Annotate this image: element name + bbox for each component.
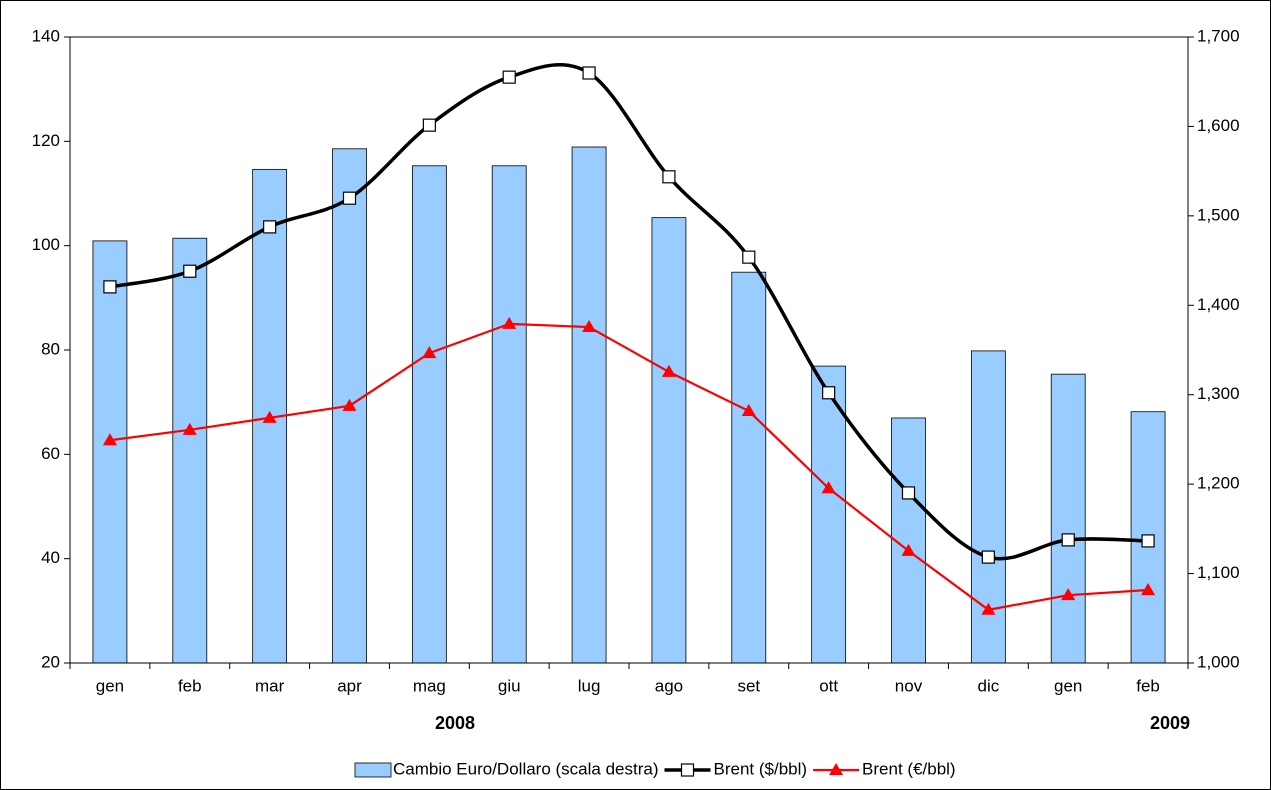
year-label: 2008 <box>435 713 475 733</box>
point <box>342 191 357 205</box>
y-tick-label: 80 <box>41 339 60 358</box>
point <box>822 386 836 400</box>
year-label: 2009 <box>1150 713 1190 733</box>
point <box>821 481 836 494</box>
point <box>662 170 676 184</box>
point <box>262 410 277 423</box>
legend-label: Brent ($/bbl) <box>714 759 808 778</box>
legend-label: Brent (€/bbl) <box>862 759 956 778</box>
legend-label: Cambio Euro/Dollaro (scala destra) <box>393 759 659 778</box>
x-tick-label: mag <box>413 676 446 695</box>
y2-tick-label: 1,700 <box>1197 26 1240 45</box>
bar <box>571 146 607 664</box>
point <box>342 398 357 411</box>
point <box>1141 534 1155 548</box>
y2-tick-label: 1,600 <box>1197 116 1240 135</box>
point <box>981 602 996 615</box>
x-tick-label: apr <box>337 676 362 695</box>
point <box>183 264 197 278</box>
x-tick-label: ott <box>819 676 838 695</box>
point <box>422 346 437 359</box>
x-tick-label: feb <box>178 676 202 695</box>
point <box>661 364 676 377</box>
point <box>422 118 436 132</box>
bar <box>1050 373 1086 664</box>
y-tick-label: 100 <box>32 235 60 254</box>
y2-tick-label: 1,500 <box>1197 205 1240 224</box>
bar <box>891 417 926 664</box>
x-tick-label: giu <box>498 676 521 695</box>
line <box>109 322 1149 611</box>
legend-swatch <box>354 762 392 778</box>
point <box>981 550 995 564</box>
x-tick-label: set <box>737 676 760 695</box>
y2-tick-label: 1,200 <box>1197 474 1240 493</box>
y-tick-label: 60 <box>41 444 60 463</box>
x-tick-label: ago <box>655 676 683 695</box>
x-tick-label: feb <box>1136 676 1160 695</box>
x-tick-label: dic <box>977 676 999 695</box>
point <box>680 763 695 777</box>
point <box>901 543 916 556</box>
y2-tick-label: 1,000 <box>1197 652 1240 671</box>
y2-tick-label: 1,400 <box>1197 295 1240 314</box>
bar <box>172 237 208 664</box>
bar <box>731 271 767 664</box>
y-tick-label: 40 <box>41 548 60 567</box>
point <box>102 433 117 446</box>
point <box>263 220 277 234</box>
y-tick-label: 20 <box>41 652 60 671</box>
legend-item: Cambio Euro/Dollaro (scala destra) <box>354 759 659 778</box>
bar <box>92 240 128 664</box>
legend-item: Brent (€/bbl) <box>813 759 956 778</box>
point <box>582 66 596 80</box>
y2-tick-label: 1,300 <box>1197 384 1240 403</box>
x-tick-label: lug <box>578 676 601 695</box>
point <box>1061 588 1076 601</box>
point <box>1141 582 1156 595</box>
point <box>182 422 197 435</box>
line <box>109 63 1149 561</box>
bar <box>970 350 1006 664</box>
point <box>502 70 516 84</box>
point <box>582 320 597 333</box>
x-tick-label: mar <box>255 676 285 695</box>
bar <box>411 165 447 664</box>
point <box>1061 533 1075 547</box>
point <box>829 763 844 775</box>
point <box>742 250 756 264</box>
bar <box>491 165 527 664</box>
bar <box>651 217 687 664</box>
point <box>901 486 916 500</box>
y2-tick-label: 1,100 <box>1197 563 1240 582</box>
plot-area <box>69 36 1189 664</box>
point <box>741 404 756 417</box>
legend-item: Brent ($/bbl) <box>664 759 808 778</box>
point <box>103 280 117 294</box>
y-tick-label: 140 <box>32 26 60 45</box>
point <box>502 316 517 329</box>
x-tick-label: gen <box>96 676 124 695</box>
y-tick-label: 120 <box>32 131 60 150</box>
x-tick-label: gen <box>1054 676 1082 695</box>
bar <box>811 365 847 664</box>
x-tick-label: nov <box>895 676 923 695</box>
